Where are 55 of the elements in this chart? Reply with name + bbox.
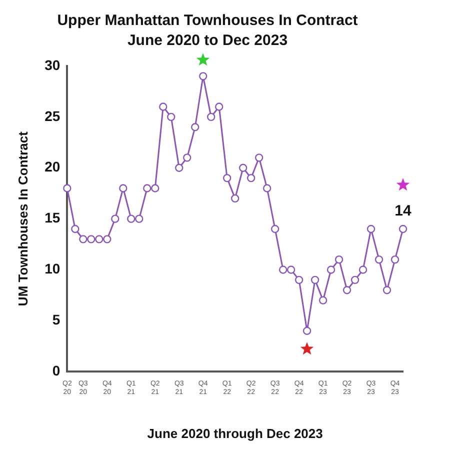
- y-tick-label: 20: [44, 158, 60, 175]
- point: [95, 235, 104, 244]
- point: [286, 266, 296, 274]
- point: [382, 286, 392, 294]
- point: [350, 276, 360, 284]
- point: [230, 194, 240, 203]
- point: [151, 184, 160, 192]
- point: [398, 224, 408, 234]
- point: [262, 184, 272, 192]
- chart-subtitle: June 2020 to Dec 2023: [127, 32, 288, 50]
- point: [127, 214, 136, 223]
- y-tick-label: 5: [52, 312, 60, 328]
- point: [207, 112, 216, 122]
- point: [334, 255, 344, 264]
- point: [159, 102, 168, 111]
- point: [71, 224, 80, 234]
- point: [143, 184, 152, 192]
- chart-title: Upper Manhattan Townhouses In Contract: [57, 12, 358, 30]
- point: [87, 235, 96, 244]
- point: [199, 72, 208, 80]
- y-tick-label: 25: [44, 108, 60, 124]
- point: [103, 235, 112, 244]
- point: [183, 154, 192, 162]
- point: [254, 154, 264, 162]
- y-tick-label: 0: [52, 362, 60, 378]
- point: [191, 123, 200, 132]
- point: [326, 266, 336, 274]
- point: [246, 174, 256, 182]
- point: [374, 255, 384, 264]
- x-axis-title: June 2020 through Dec 2023: [147, 426, 323, 441]
- point: [79, 235, 88, 244]
- point: [63, 184, 72, 192]
- point: [167, 112, 176, 122]
- point: [358, 266, 368, 274]
- point: [111, 214, 120, 223]
- point: [318, 296, 328, 304]
- point: [238, 164, 248, 172]
- point: [310, 276, 320, 284]
- point: [175, 164, 184, 172]
- point: [278, 266, 288, 274]
- y-tick-label: 10: [44, 260, 60, 277]
- point: [135, 214, 144, 223]
- point: [366, 224, 376, 234]
- point: [342, 286, 352, 294]
- point: [302, 326, 312, 335]
- point: [214, 102, 224, 111]
- point: [390, 255, 400, 264]
- y-tick-label: 15: [44, 210, 60, 226]
- data-label: 14: [394, 202, 412, 220]
- point: [222, 174, 232, 182]
- y-tick-label: 30: [44, 56, 60, 73]
- point: [119, 184, 128, 192]
- point: [270, 224, 280, 234]
- y-axis-title: UM Townhouses In Contract: [15, 130, 30, 306]
- point: [294, 276, 304, 284]
